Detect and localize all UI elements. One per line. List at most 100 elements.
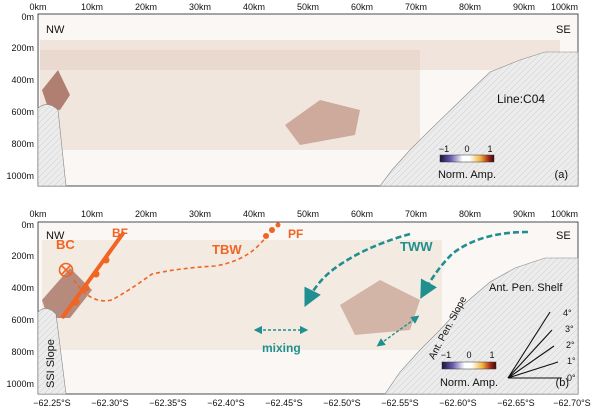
bf-label: BF — [112, 226, 128, 240]
angle-label: 3° — [565, 324, 574, 334]
panel-b-x-tick: 0km — [29, 209, 46, 219]
panel-b-x-tick: 60km — [351, 209, 373, 219]
panel-b-y-tick: 0m — [21, 220, 34, 230]
panel-a-colorbar: −1 0 1 Norm. Amp. — [438, 144, 496, 181]
panel-a-x-tick: 30km — [189, 2, 211, 12]
panel-a-se-label: SE — [556, 24, 571, 36]
angle-fan — [507, 311, 562, 379]
lat-tick: −62.55°S — [381, 398, 418, 408]
panel-a-x-tick: 50km — [297, 2, 319, 12]
panel-b-x-axis: 0km 10km 20km 30km 40km 50km 60km 70km 8… — [29, 209, 578, 219]
angle-label: 0° — [567, 373, 576, 383]
colorbar-tick: 0 — [464, 144, 469, 154]
mixing-arrow-right — [376, 315, 420, 347]
latitude-axis: −62.25°S −62.30°S −62.35°S −62.40°S −62.… — [33, 398, 590, 408]
panel-a-reflector-cluster-left — [42, 70, 70, 110]
panel-b: 0km 10km 20km 30km 40km 50km 60km 70km 8… — [6, 209, 590, 408]
lat-tick: −62.60°S — [439, 398, 476, 408]
colorbar-gradient — [441, 361, 497, 370]
colorbar-gradient — [439, 154, 495, 163]
panel-b-y-tick: 400m — [11, 283, 34, 293]
into-page-icon — [58, 262, 74, 278]
panel-b-x-tick: 10km — [81, 209, 103, 219]
tww-label: TWW — [400, 239, 433, 254]
angle-label: 2° — [566, 340, 575, 350]
panel-a-y-tick: 400m — [11, 75, 34, 85]
panel-b-y-tick: 600m — [11, 315, 34, 325]
panel-a-y-tick: 200m — [11, 43, 34, 53]
panel-b-x-tick: 100km — [551, 209, 578, 219]
panel-a-x-tick: 40km — [243, 2, 265, 12]
tbw-boundary — [73, 227, 275, 302]
panel-a-water-noise — [40, 40, 560, 70]
tww-arrow-left — [304, 232, 411, 307]
panel-a-reflector-band — [40, 50, 420, 150]
angle-label: 4° — [563, 308, 572, 318]
angle-label: 1° — [567, 356, 576, 366]
panel-a-x-tick: 70km — [405, 2, 427, 12]
panel-b-x-tick: 80km — [459, 209, 481, 219]
panel-b-x-tick: 30km — [189, 209, 211, 219]
ssi-slope-label: SSI Slope — [45, 339, 57, 388]
lat-tick: −62.30°S — [91, 398, 128, 408]
panel-a-nw-label: NW — [46, 24, 65, 36]
tbw-label: TBW — [212, 242, 242, 257]
panel-b-y-tick: 1000m — [6, 379, 34, 389]
panel-b-reflector-cluster-left — [42, 268, 92, 318]
lat-tick: −62.25°S — [33, 398, 70, 408]
panel-a-y-tick: 0m — [21, 12, 34, 22]
panel-b-y-axis: 0m 200m 400m 600m 800m 1000m — [6, 220, 34, 389]
panel-b-x-tick: 90km — [513, 209, 535, 219]
colorbar-tick: −1 — [441, 350, 451, 360]
lat-tick: −62.40°S — [207, 398, 244, 408]
lat-tick: −62.65°S — [497, 398, 534, 408]
panel-b-x-tick: 40km — [243, 209, 265, 219]
panel-a-x-axis: 0km 10km 20km 30km 40km 50km 60km 70km 8… — [29, 2, 578, 12]
panel-a-y-tick: 800m — [11, 139, 34, 149]
panel-b-se-label: SE — [556, 230, 571, 242]
panel-a-seabed-left — [37, 104, 67, 187]
panel-a-x-tick: 60km — [351, 2, 373, 12]
tww-arrow-right — [420, 230, 529, 299]
lat-tick: −62.45°S — [265, 398, 302, 408]
lat-tick: −62.70°S — [553, 398, 590, 408]
panel-a-reflector-cluster-mid — [285, 100, 360, 145]
panel-a: 0km 10km 20km 30km 40km 50km 60km 70km 8… — [6, 2, 579, 187]
colorbar-tick: 1 — [489, 350, 494, 360]
mixing-label: mixing — [262, 341, 301, 355]
pf-front — [263, 222, 281, 239]
panel-a-x-tick: 90km — [513, 2, 535, 12]
panel-a-y-tick: 600m — [11, 107, 34, 117]
panel-b-x-tick: 20km — [135, 209, 157, 219]
panel-a-y-tick: 1000m — [6, 171, 34, 181]
pf-label: PF — [288, 227, 303, 241]
lat-tick: −62.35°S — [149, 398, 186, 408]
panel-a-x-tick: 10km — [81, 2, 103, 12]
panel-b-y-tick: 200m — [11, 251, 34, 261]
panel-a-seabed-right — [379, 51, 579, 187]
colorbar-tick: −1 — [439, 144, 449, 154]
panel-b-nw-label: NW — [46, 230, 65, 242]
shelf-label: Ant. Pen. Shelf — [489, 282, 563, 294]
colorbar-tick: 1 — [487, 144, 492, 154]
panel-b-seabed-right — [384, 257, 579, 395]
panel-a-x-tick: 80km — [459, 2, 481, 12]
panel-b-y-tick: 800m — [11, 347, 34, 357]
panel-a-x-tick: 20km — [135, 2, 157, 12]
colorbar-tick: 0 — [466, 350, 471, 360]
panel-b-x-tick: 70km — [405, 209, 427, 219]
panel-a-x-tick: 0km — [29, 2, 46, 12]
colorbar-title: Norm. Amp. — [438, 169, 496, 181]
panel-a-y-axis: 0m 200m 400m 600m 800m 1000m — [6, 12, 34, 181]
bf-front — [60, 230, 126, 320]
lat-tick: −62.50°S — [323, 398, 360, 408]
bc-label: BC — [56, 237, 75, 252]
panel-b-seabed-left — [37, 308, 67, 395]
panel-b-x-tick: 50km — [297, 209, 319, 219]
panel-a-line-label: Line:C04 — [497, 92, 545, 106]
colorbar-title: Norm. Amp. — [440, 377, 498, 389]
panel-b-tag: (b) — [556, 377, 569, 389]
panel-a-tag: (a) — [555, 169, 568, 181]
panel-a-x-tick: 100km — [551, 2, 578, 12]
